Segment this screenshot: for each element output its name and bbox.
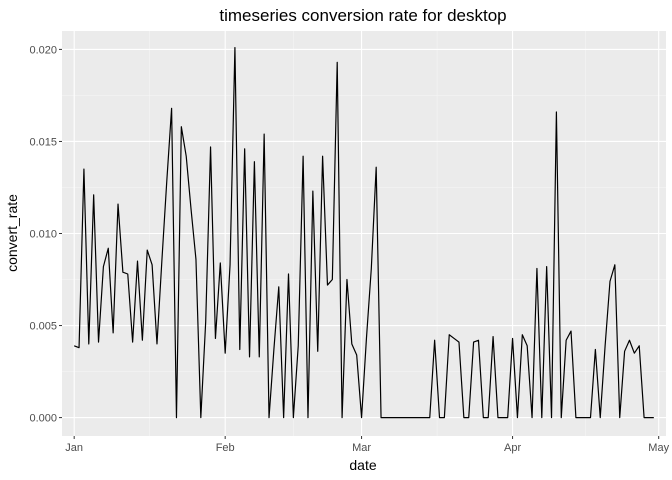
x-axis-label: date	[349, 457, 376, 473]
x-axis: Jan Feb Mar Apr May	[65, 436, 670, 454]
x-tick-label: Feb	[216, 442, 235, 454]
x-tick-label: Apr	[504, 442, 521, 454]
series-layer	[73, 46, 654, 419]
major-gridlines	[62, 31, 666, 436]
chart-title: timeseries conversion rate for desktop	[219, 6, 506, 25]
x-tick-label: May	[648, 442, 669, 454]
y-tick-label: 0.005	[29, 321, 57, 333]
y-axis: 0.000 0.005 0.010 0.015 0.020	[29, 44, 62, 425]
series-line-desktop	[73, 46, 654, 419]
y-tick-label: 0.020	[29, 44, 57, 56]
x-tick-label: Jan	[65, 442, 83, 454]
y-tick-label: 0.015	[29, 136, 57, 148]
y-tick-label: 0.000	[29, 413, 57, 425]
y-tick-label: 0.010	[29, 229, 57, 241]
x-tick-label: Mar	[352, 442, 371, 454]
y-axis-label: convert_rate	[4, 194, 20, 272]
